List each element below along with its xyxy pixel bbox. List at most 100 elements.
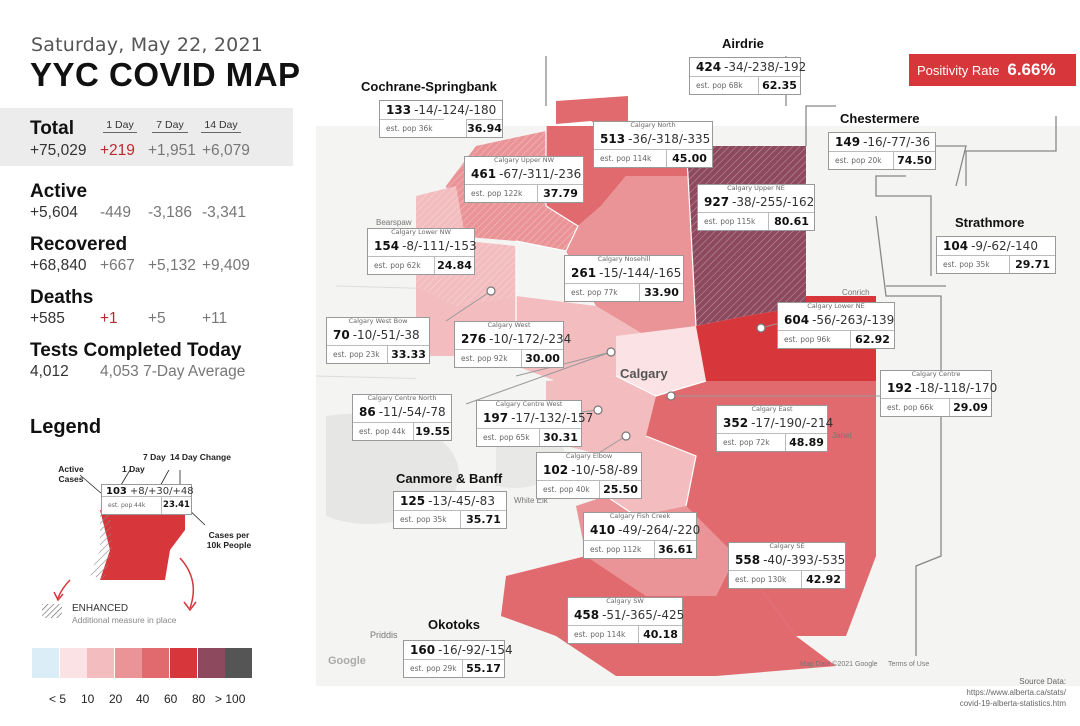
card-main-line: 70 -10/-51/-38 [333,328,420,342]
tests-values: 4,012 4,053 7-Day Average [30,363,280,381]
card-district-name: Calgary Upper NE [727,184,785,192]
card-district-centrewest: Calgary Centre West 197 -17/-132/-157 est… [476,400,593,447]
card-main-line: 604 -56/-263/-139 [784,313,894,327]
card-pop: est. pop 62k [368,256,436,274]
tests-label: Tests Completed Today [30,340,242,361]
card-changes: -16/-92/-154 [438,643,513,657]
card-district-name: Calgary Centre West [495,400,563,408]
card-district-name: Calgary SW [606,597,644,605]
card-changes: -9/-62/-140 [971,239,1038,253]
map-label-priddis: Priddis [370,630,398,640]
scale-label: 20 [109,692,123,706]
terms-link[interactable]: Terms of Use [888,661,930,668]
card-changes: -13/-45/-83 [428,494,495,508]
card-district-westbow: Calgary West Bow 70 -10/-51/-38 est. pop … [326,317,430,364]
card-pop: est. pop 114k [568,625,640,643]
total-value: +75,029 [30,142,87,159]
card-changes: -67/-311/-236 [499,167,582,181]
district-markers [486,286,766,441]
legend-sample-hatch [90,510,112,580]
col-head-1day: 1 Day [103,119,137,133]
card-district-name: Calgary Centre North [367,394,437,402]
card-changes: -36/-318/-335 [628,132,711,146]
card-main-line: 352 -17/-190/-214 [723,416,833,430]
tests-value: 4,012 [30,363,69,380]
card-main-line: 86 -11/-54/-78 [359,405,446,419]
card-changes: -40/-393/-535 [763,553,846,567]
card-district-east: Calgary East 352 -17/-190/-214 est. pop 7… [716,405,833,452]
card-changes: -11/-54/-78 [378,405,446,419]
card-district-sw: Calgary SW 458 -51/-365/-425 est. pop 114… [567,597,684,644]
area-name-airdrie: Airdrie [722,36,764,51]
legend-sample-cases: 103 [106,486,127,497]
card-main-line: 276 -10/-172/-234 [461,332,571,346]
card-rate: 36.61 [654,540,696,558]
total-values: +75,029 +219 +1,951 +6,079 [30,142,280,160]
card-main-line: 125 -13/-45/-83 [400,494,495,508]
recovered-value: +68,840 [30,257,87,274]
card-rate: 29.71 [1009,255,1055,273]
card-district-west: Calgary West 276 -10/-172/-234 est. pop 9… [454,321,571,368]
positivity-rate-label: Positivity Rate [917,62,1000,78]
card-changes: -14/-124/-180 [414,103,497,117]
active-value: +5,604 [30,204,78,221]
map-label-white-elk: White Elk [514,496,548,505]
card-pop: est. pop 66k [881,398,951,416]
recovered-values: +68,840 +667 +5,132 +9,409 [30,257,280,275]
card-main-line: 461 -67/-311/-236 [471,167,581,181]
card-rate: 30.31 [539,428,581,446]
card-changes: -17/-190/-214 [751,416,834,430]
card-pop: est. pop 44k [353,422,415,440]
card-cases: 192 [887,381,913,395]
card-strathmore: 104 -9/-62/-140 est. pop 35k 29.71 [936,236,1056,274]
card-pop: est. pop 36k [380,119,444,137]
card-cases: 276 [461,332,487,346]
area-name-strathmore: Strathmore [955,215,1025,230]
card-main-line: 102 -10/-58/-89 [543,463,638,477]
total-1day: +219 [100,142,135,159]
card-pop: est. pop 68k [690,76,760,94]
map-label-bearspaw: Bearspaw [376,218,412,227]
card-pop: est. pop 130k [729,570,803,588]
card-pop: est. pop 96k [778,330,852,348]
card-rate: 40.18 [638,625,682,643]
legend-sample-pop: est. pop 44k [102,496,162,514]
source-url-line2[interactable]: covid-19-alberta-statistics.htm [959,699,1066,708]
report-date: Saturday, May 22, 2021 [31,34,264,56]
map-data-credit: Map Data ©2021 Google [800,661,878,668]
map-label-janet: Janet [832,431,852,440]
card-district-name: Calgary Fish Creek [609,512,671,520]
scale-swatch [59,648,87,678]
card-okotoks: 160 -16/-92/-154 est. pop 29k 55.17 [403,640,513,678]
page-title: YYC COVID MAP [30,56,301,93]
area-name-okotoks: Okotoks [428,617,481,632]
recovered-label: Recovered [30,234,128,255]
card-cases: 197 [483,411,509,425]
card-changes: -18/-118/-170 [915,381,998,395]
card-rate: 80.61 [768,212,814,230]
positivity-rate-value: 6.66% [1007,60,1056,79]
card-main-line: 424 -34/-238/-192 [696,60,806,74]
card-district-name: Calgary Elbow [565,452,613,460]
source-url-line1[interactable]: https://www.alberta.ca/stats/ [966,688,1066,697]
deaths-7day: +5 [148,310,166,327]
scale-swatch [142,648,170,678]
card-district-name: Calgary Lower NW [391,228,451,236]
map-label-conrich: Conrich [842,288,870,297]
card-cases: 133 [386,103,412,117]
legend-cases-per-label: Cases per 10k People [206,530,252,550]
legend-title: Legend [30,416,102,438]
card-rate: 24.84 [434,256,474,274]
map-label-calgary: Calgary [620,366,668,381]
card-rate: 62.35 [758,76,800,94]
active-label: Active [30,181,88,202]
active-1day: -449 [100,204,132,221]
card-district-upperne: Calgary Upper NE 927 -38/-255/-162 est. p… [697,184,815,231]
card-cases: 352 [723,416,749,430]
card-main-line: 154 -8/-111/-153 [374,239,477,253]
card-rate: 37.79 [537,184,583,202]
total-7day: +1,951 [148,142,196,159]
card-changes: -34/-238/-192 [724,60,807,74]
card-main-line: 104 -9/-62/-140 [943,239,1038,253]
col-head-14day: 14 Day [201,119,241,133]
